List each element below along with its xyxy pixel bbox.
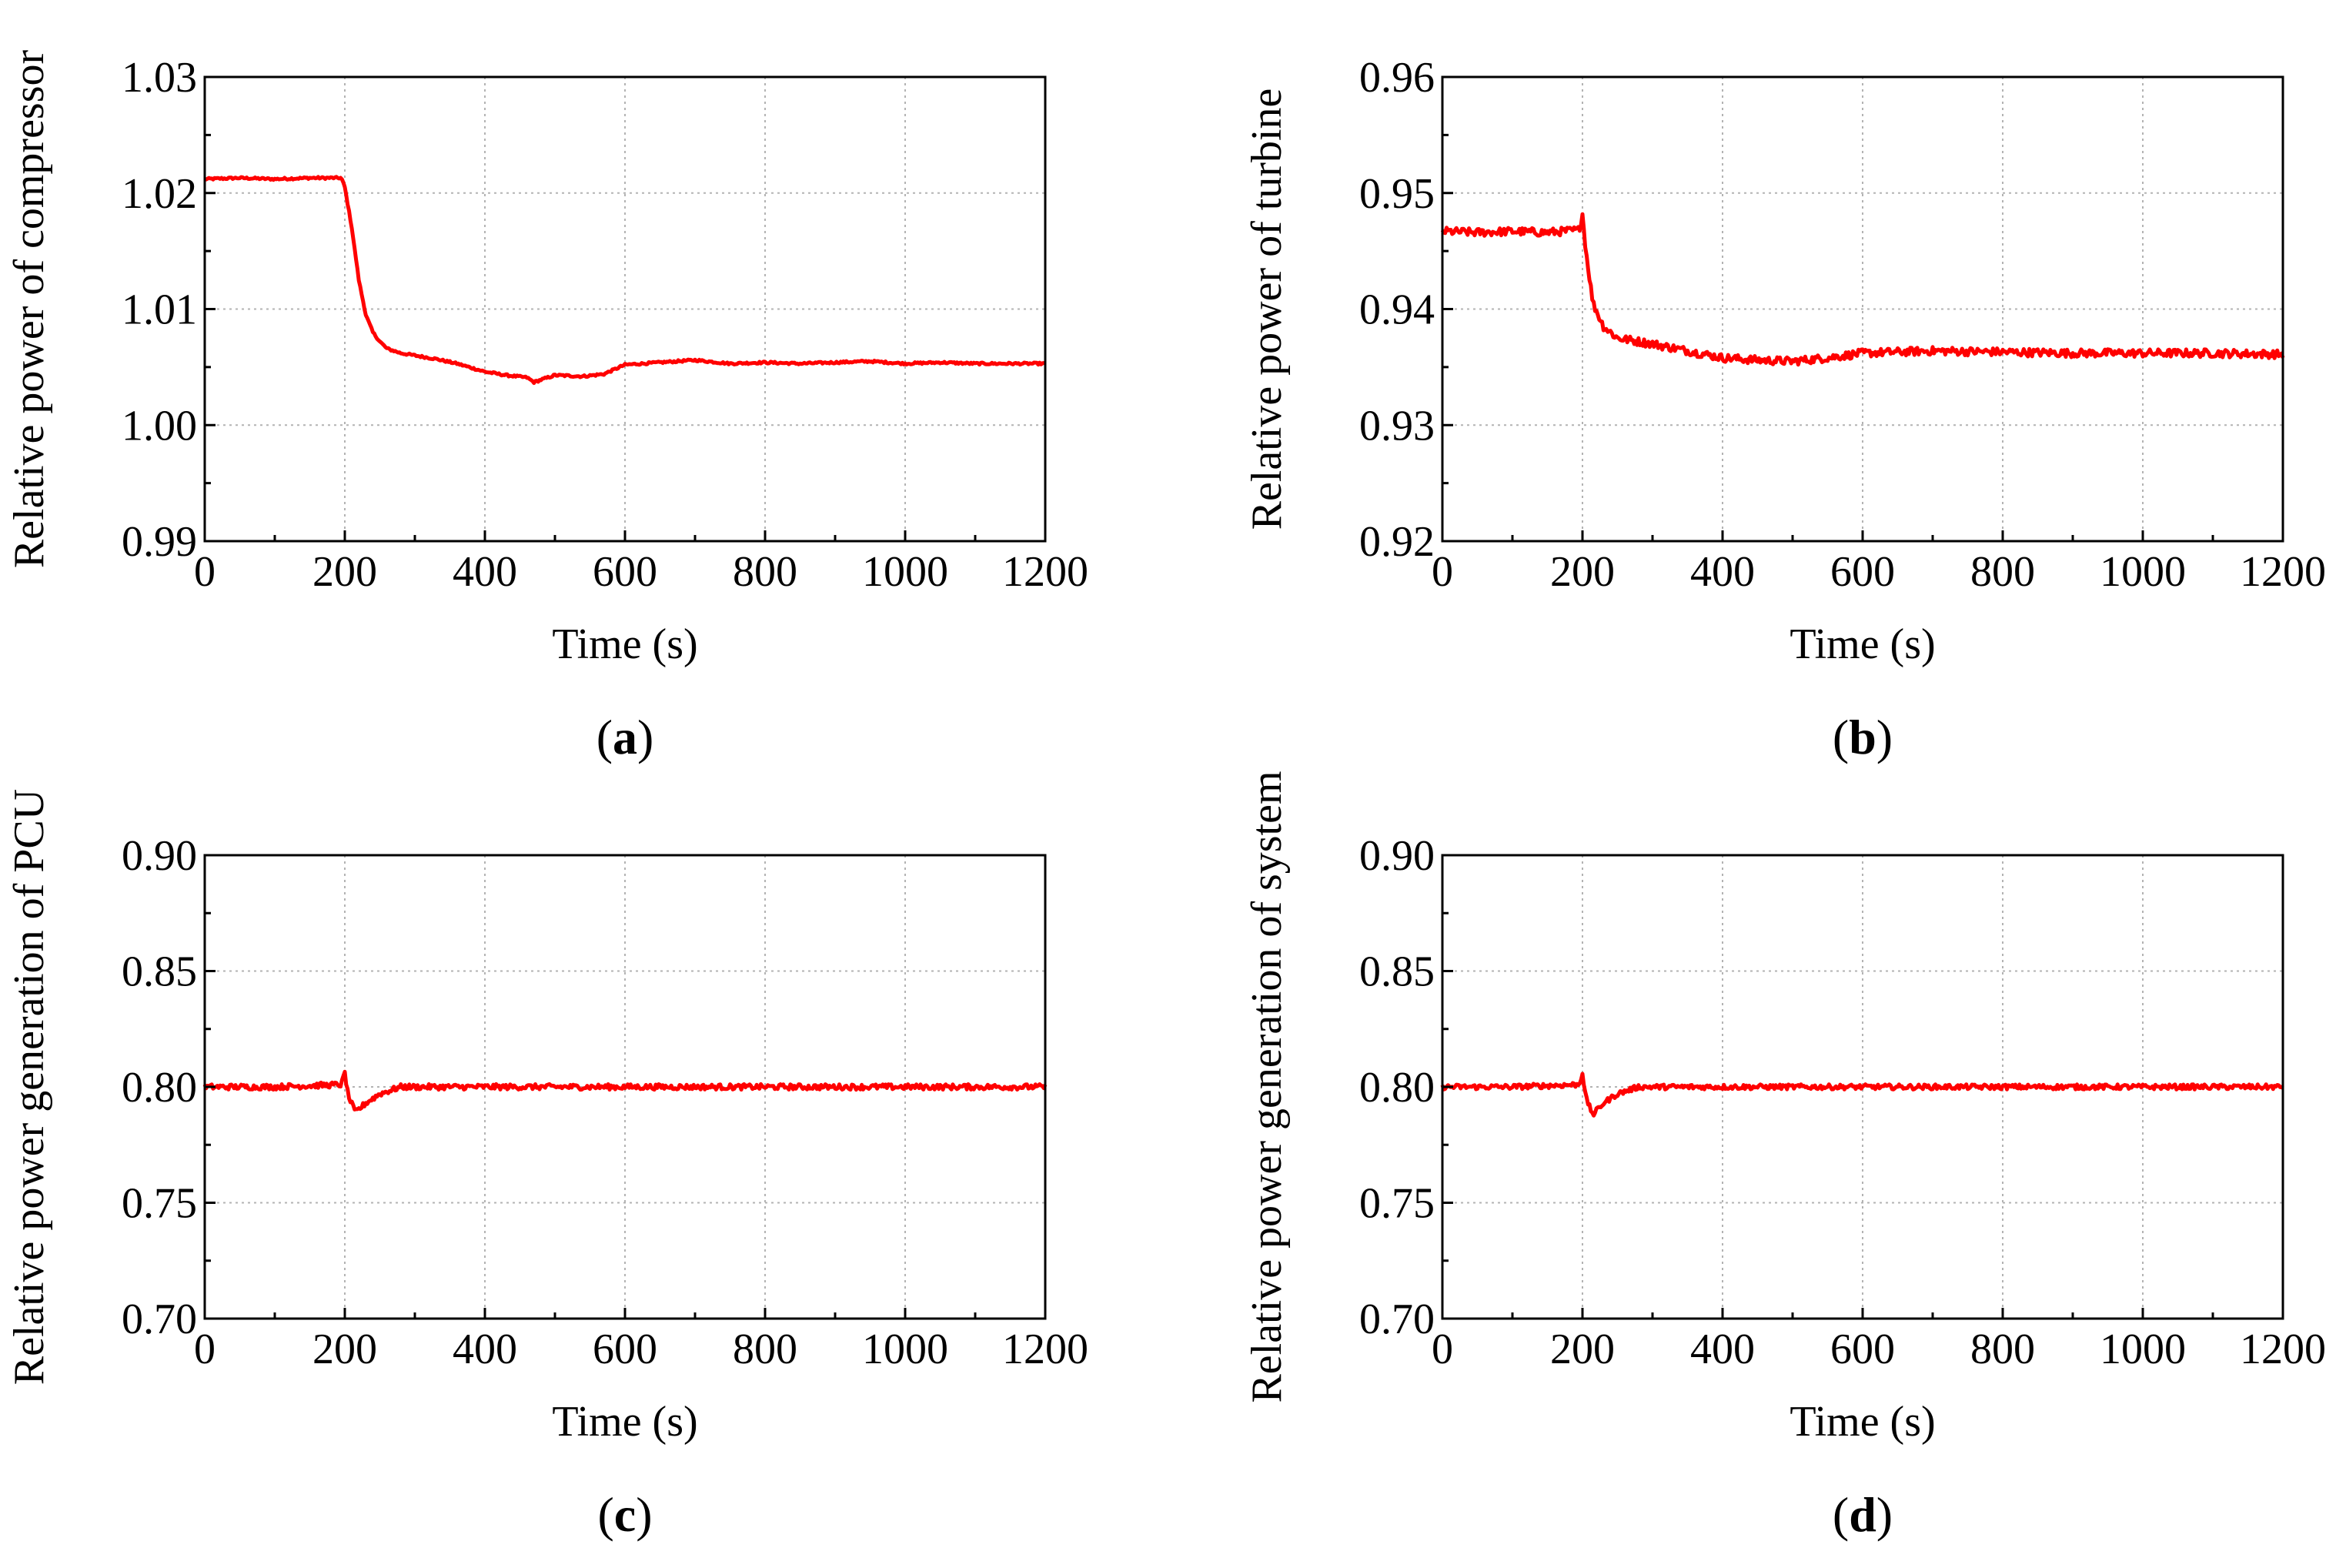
x-tick-label: 400 xyxy=(453,548,517,596)
x-tick-label: 600 xyxy=(593,1326,657,1373)
x-tick-label: 1000 xyxy=(862,1326,948,1373)
x-axis-title: Time (s) xyxy=(1790,620,1935,668)
y-tick-label: 1.03 xyxy=(122,54,197,102)
x-tick-label: 800 xyxy=(1970,548,2035,596)
y-axis-title: Relative power of turbine xyxy=(1243,89,1291,530)
y-tick-label: 0.93 xyxy=(1359,402,1435,450)
chart-panel-c: 0 200 400 600 800 1000 1200 0.70 0.75 0.80 0.85 0.9… xyxy=(5,789,1088,1542)
x-tick-label: 800 xyxy=(733,1326,797,1373)
x-tick-label: 200 xyxy=(312,548,377,596)
x-tick-label: 1000 xyxy=(862,548,948,596)
y-tick-label: 0.80 xyxy=(1359,1064,1435,1112)
y-tick-label: 0.85 xyxy=(1359,948,1435,996)
x-tick-label: 400 xyxy=(1690,548,1755,596)
x-tick-label: 200 xyxy=(1550,1326,1615,1373)
y-tick-label: 0.85 xyxy=(122,948,197,996)
y-tick-label: 0.92 xyxy=(1359,518,1435,566)
y-tick-label: 1.02 xyxy=(122,170,197,218)
panel-label: (a) xyxy=(597,710,654,764)
y-tick-label: 0.90 xyxy=(122,832,197,880)
x-tick-label: 0 xyxy=(194,548,216,596)
x-tick-label: 400 xyxy=(453,1326,517,1373)
y-axis-title: Relative power generation of system xyxy=(1243,771,1291,1403)
x-tick-label: 200 xyxy=(1550,548,1615,596)
x-tick-label: 1200 xyxy=(1002,1326,1088,1373)
y-tick-label: 0.96 xyxy=(1359,54,1435,102)
y-tick-label: 0.95 xyxy=(1359,170,1435,218)
x-tick-label: 600 xyxy=(1830,1326,1895,1373)
panel-label: (c) xyxy=(597,1487,652,1542)
x-tick-label: 600 xyxy=(593,548,657,596)
y-tick-label: 0.99 xyxy=(122,518,197,566)
chart-panel-d: 0 200 400 600 800 1000 1200 0.70 0.75 0.80 0.85 0.9… xyxy=(1243,771,2326,1542)
y-tick-label: 0.94 xyxy=(1359,286,1435,334)
y-tick-label: 0.70 xyxy=(1359,1296,1435,1343)
chart-panel-b: 0 200 400 600 800 1000 1200 0.92 0.93 0.94 0.95 0.9… xyxy=(1243,54,2326,764)
y-axis-title: Relative power generation of PCU xyxy=(5,789,53,1385)
x-tick-label: 0 xyxy=(1432,548,1453,596)
x-axis-title: Time (s) xyxy=(552,620,697,668)
panel-label: (d) xyxy=(1833,1487,1893,1542)
y-tick-label: 0.75 xyxy=(122,1180,197,1228)
y-tick-label: 0.70 xyxy=(122,1296,197,1343)
x-tick-label: 1000 xyxy=(2100,548,2186,596)
x-tick-label: 0 xyxy=(194,1326,216,1373)
y-axis-title: Relative power of compressor xyxy=(5,49,53,568)
y-tick-label: 0.80 xyxy=(122,1064,197,1112)
x-tick-label: 800 xyxy=(733,548,797,596)
x-tick-label: 0 xyxy=(1432,1326,1453,1373)
x-axis-title: Time (s) xyxy=(552,1398,697,1446)
y-tick-label: 1.01 xyxy=(122,286,197,334)
x-tick-label: 600 xyxy=(1830,548,1895,596)
x-tick-label: 800 xyxy=(1970,1326,2035,1373)
y-tick-label: 0.75 xyxy=(1359,1180,1435,1228)
series-line-PCU xyxy=(202,1069,1048,1112)
series-line-system xyxy=(1440,1072,2284,1118)
series-line-compressor xyxy=(203,175,1046,386)
x-tick-label: 1200 xyxy=(2240,1326,2326,1373)
x-tick-label: 1200 xyxy=(2240,548,2326,596)
y-tick-label: 0.90 xyxy=(1359,832,1435,880)
x-tick-label: 1200 xyxy=(1002,548,1088,596)
panel-label: (b) xyxy=(1833,710,1893,764)
chart-panel-a: 0 200 400 600 800 1000 1200 0.99 1.00 1.01 1.02 1.0… xyxy=(5,49,1088,764)
x-tick-label: 200 xyxy=(312,1326,377,1373)
x-tick-label: 1000 xyxy=(2100,1326,2186,1373)
y-tick-label: 1.00 xyxy=(122,402,197,450)
x-axis-title: Time (s) xyxy=(1790,1398,1935,1446)
x-tick-label: 400 xyxy=(1690,1326,1755,1373)
series-line-turbine xyxy=(1440,212,2285,367)
